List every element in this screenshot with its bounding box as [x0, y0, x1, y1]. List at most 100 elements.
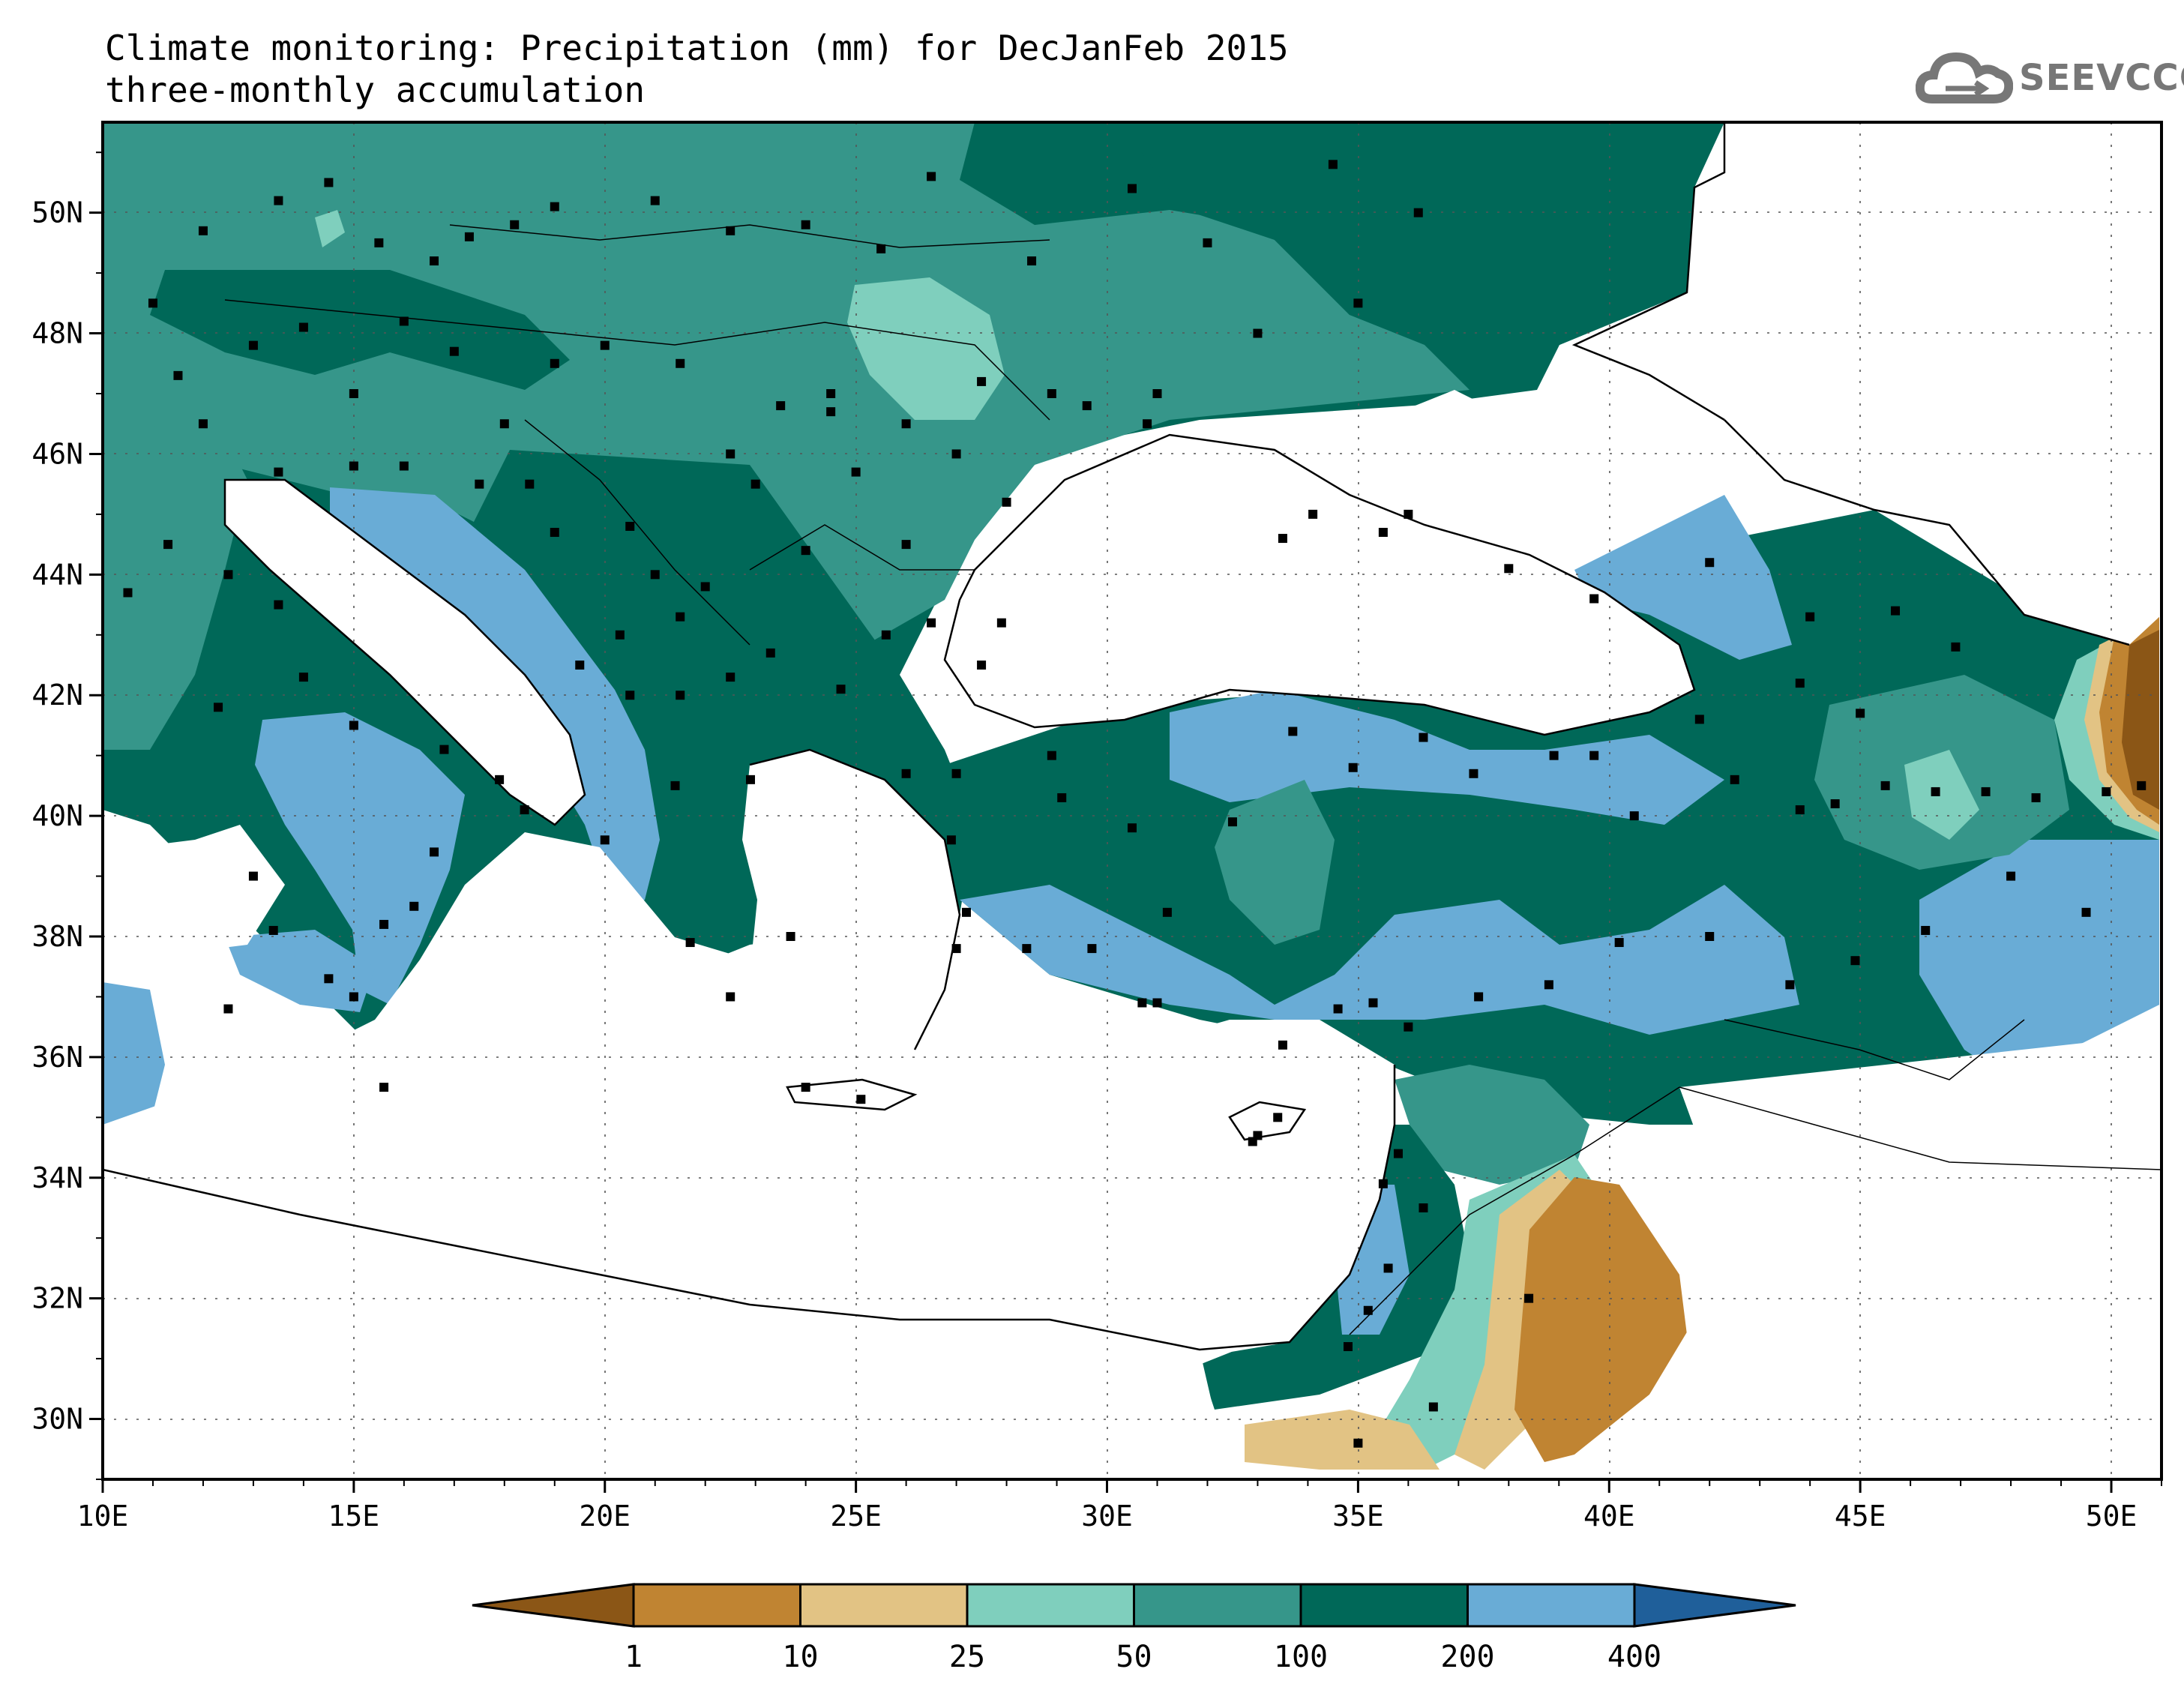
station-marker — [1413, 208, 1423, 217]
field-north-teal — [103, 122, 1469, 660]
station-marker — [951, 449, 961, 459]
aegean-sea — [742, 750, 960, 1065]
station-marker — [173, 370, 183, 380]
station-marker — [1278, 534, 1287, 544]
station-marker — [2102, 787, 2111, 796]
station-marker — [1730, 775, 1739, 784]
station-marker — [214, 703, 223, 712]
station-marker — [1614, 938, 1624, 948]
station-marker — [1143, 419, 1152, 429]
station-marker — [1203, 238, 1212, 247]
seevccc-logo: SEEVCCC — [1916, 46, 2184, 109]
station-marker — [374, 238, 384, 247]
station-marker — [927, 172, 936, 181]
y-tick-label: 34N — [31, 1161, 83, 1194]
station-marker — [726, 449, 735, 459]
station-marker — [1152, 389, 1162, 398]
station-marker — [2081, 907, 2091, 917]
russia-east — [1574, 122, 2162, 645]
field-sicily-blue — [225, 930, 375, 1012]
x-tick-label: 50E — [2086, 1500, 2138, 1533]
x-tick-label: 10E — [77, 1500, 129, 1533]
x-tick-label: 20E — [579, 1500, 631, 1533]
map-subtitle: three-monthly accumulation — [105, 70, 646, 110]
station-marker — [163, 540, 173, 550]
station-marker — [399, 316, 409, 326]
field-armenia-light — [1904, 750, 1979, 840]
y-tick-label: 40N — [31, 799, 83, 832]
station-marker — [379, 1083, 389, 1092]
station-marker — [1087, 944, 1097, 954]
station-marker — [901, 419, 911, 429]
station-markers — [123, 160, 2147, 1448]
y-tick-label: 38N — [31, 920, 83, 953]
station-marker — [1027, 256, 1037, 266]
station-marker — [726, 992, 735, 1002]
colorbar-label: 400 — [1607, 1640, 1661, 1674]
station-marker — [274, 467, 283, 477]
station-marker — [2031, 793, 2041, 802]
station-marker — [1469, 769, 1478, 778]
station-marker — [1795, 805, 1805, 815]
x-tick-label: 45E — [1835, 1500, 1886, 1533]
station-marker — [575, 661, 585, 670]
station-marker — [1137, 998, 1147, 1008]
station-marker — [1419, 1203, 1428, 1212]
station-marker — [1348, 763, 1358, 772]
station-marker — [148, 298, 157, 308]
north-africa — [103, 1170, 1230, 1479]
colorbar-label: 200 — [1440, 1640, 1494, 1674]
station-marker — [1694, 715, 1704, 724]
colorbar-arrow-right — [1633, 1583, 1796, 1628]
field-iran-blue — [1919, 840, 2159, 1080]
station-marker — [600, 340, 610, 350]
station-marker — [198, 226, 208, 235]
station-marker — [765, 648, 775, 658]
station-marker — [1393, 1149, 1403, 1158]
station-marker — [786, 932, 795, 941]
station-marker — [1524, 1293, 1534, 1303]
station-marker — [1082, 401, 1092, 411]
station-marker — [851, 467, 861, 477]
station-marker — [1353, 298, 1363, 308]
station-marker — [1343, 1342, 1353, 1352]
arabia-east — [1499, 1035, 2159, 1479]
station-marker — [1891, 606, 1901, 616]
field-caucasus-blue — [1574, 495, 1792, 660]
station-marker — [801, 546, 810, 556]
station-marker — [2137, 781, 2147, 790]
station-marker — [826, 389, 836, 398]
colorbar-label: 25 — [949, 1640, 985, 1674]
station-marker — [550, 202, 559, 211]
station-marker — [676, 358, 685, 368]
station-marker — [430, 256, 439, 266]
y-tick-label: 30N — [31, 1403, 83, 1436]
station-marker — [409, 901, 419, 911]
station-marker — [801, 220, 810, 229]
station-marker — [1404, 1022, 1413, 1032]
station-marker — [1589, 751, 1599, 760]
station-marker — [1253, 328, 1263, 338]
station-marker — [1589, 594, 1599, 604]
station-marker — [650, 570, 660, 580]
station-marker — [1383, 1263, 1393, 1273]
station-marker — [625, 691, 635, 700]
station-marker — [1333, 1004, 1343, 1014]
station-marker — [776, 401, 786, 411]
station-marker — [1353, 1438, 1363, 1448]
station-marker — [650, 196, 660, 205]
colorbar-box — [1299, 1583, 1469, 1628]
station-marker — [399, 461, 409, 471]
station-marker — [1128, 823, 1137, 833]
station-marker — [298, 322, 308, 332]
station-marker — [349, 721, 358, 730]
station-marker — [1428, 1402, 1438, 1412]
station-marker — [1549, 751, 1559, 760]
station-marker — [1850, 956, 1860, 966]
station-marker — [961, 907, 971, 917]
station-marker — [615, 630, 625, 640]
station-marker — [726, 226, 735, 235]
station-marker — [927, 618, 936, 628]
station-marker — [1227, 817, 1237, 827]
